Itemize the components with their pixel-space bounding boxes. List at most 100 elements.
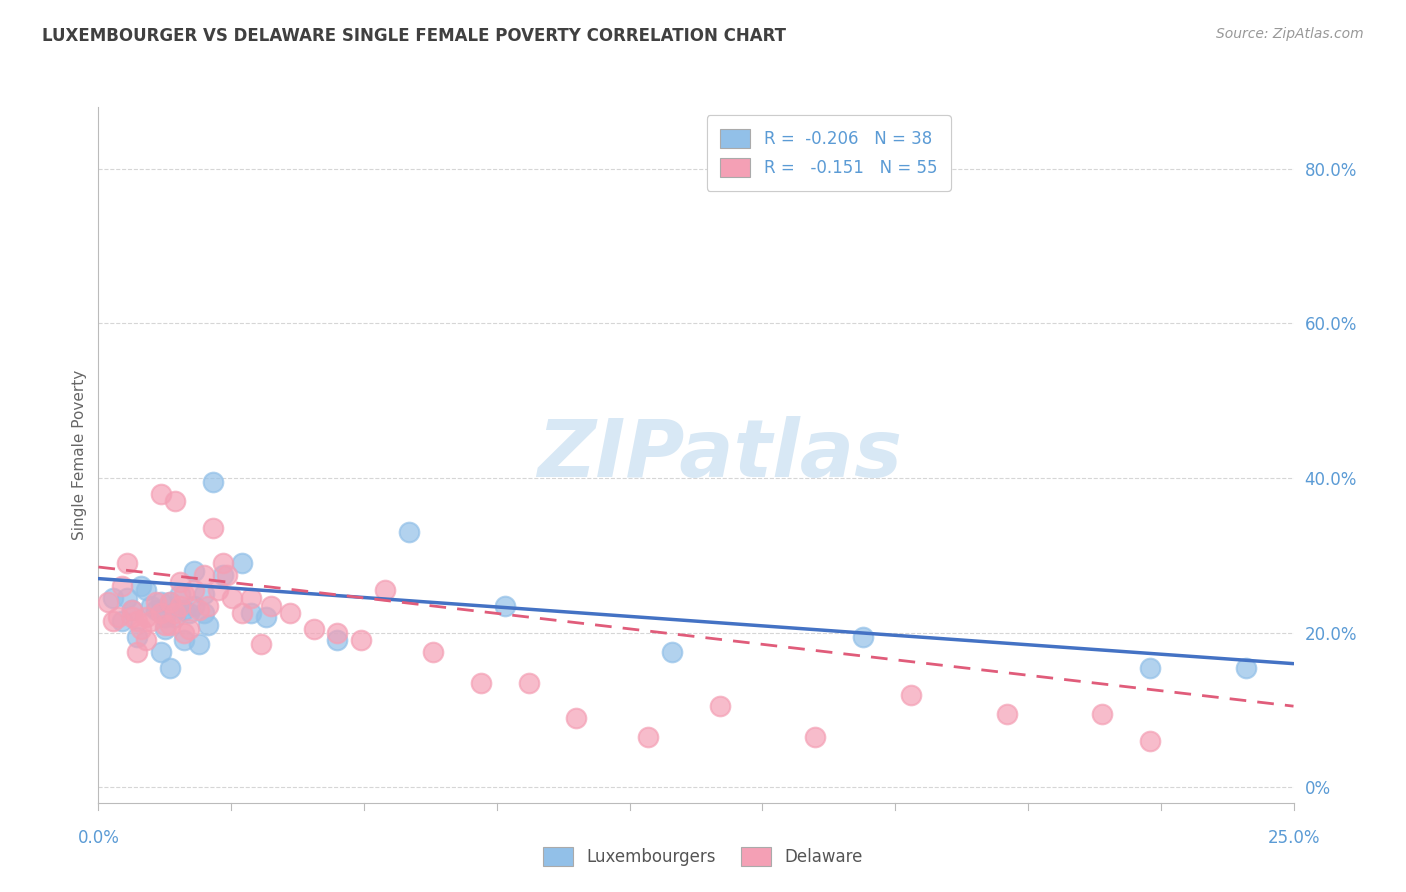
Point	[163, 607, 186, 621]
Point	[149, 645, 172, 659]
Point	[565, 711, 588, 725]
Point	[101, 614, 124, 628]
Point	[202, 521, 225, 535]
Point	[202, 475, 225, 489]
Point	[173, 602, 195, 616]
Point	[193, 587, 215, 601]
Point	[326, 625, 349, 640]
Point	[187, 637, 209, 651]
Point	[193, 567, 215, 582]
Point	[422, 645, 444, 659]
Point	[1139, 660, 1161, 674]
Point	[125, 614, 148, 628]
Point	[207, 583, 229, 598]
Point	[145, 602, 167, 616]
Point	[159, 660, 181, 674]
Point	[131, 622, 153, 636]
Point	[159, 595, 181, 609]
Point	[101, 591, 124, 605]
Point	[173, 633, 195, 648]
Point	[183, 583, 205, 598]
Text: 0.0%: 0.0%	[77, 829, 120, 847]
Point	[111, 614, 134, 628]
Point	[139, 614, 162, 628]
Point	[517, 676, 540, 690]
Point	[852, 630, 875, 644]
Point	[121, 610, 143, 624]
Point	[197, 599, 219, 613]
Point	[169, 575, 191, 590]
Point	[159, 595, 181, 609]
Point	[470, 676, 492, 690]
Point	[149, 607, 172, 621]
Point	[163, 610, 186, 624]
Point	[125, 645, 148, 659]
Point	[149, 486, 172, 500]
Point	[149, 595, 172, 609]
Point	[231, 556, 253, 570]
Point	[231, 607, 253, 621]
Point	[1091, 706, 1114, 721]
Point	[131, 579, 153, 593]
Point	[125, 630, 148, 644]
Point	[250, 637, 273, 651]
Text: 25.0%: 25.0%	[1267, 829, 1320, 847]
Point	[121, 602, 143, 616]
Point	[240, 607, 263, 621]
Point	[1139, 734, 1161, 748]
Point	[173, 587, 195, 601]
Point	[637, 730, 659, 744]
Point	[107, 610, 129, 624]
Point	[254, 610, 277, 624]
Point	[135, 583, 157, 598]
Point	[97, 595, 120, 609]
Point	[179, 607, 201, 621]
Point	[155, 610, 177, 624]
Point	[169, 599, 191, 613]
Point	[187, 602, 209, 616]
Point	[163, 494, 186, 508]
Text: ZIPatlas: ZIPatlas	[537, 416, 903, 494]
Point	[217, 567, 239, 582]
Point	[494, 599, 516, 613]
Point	[398, 525, 420, 540]
Legend: Luxembourgers, Delaware: Luxembourgers, Delaware	[534, 838, 872, 875]
Point	[302, 622, 325, 636]
Point	[155, 618, 177, 632]
Point	[173, 625, 195, 640]
Point	[1234, 660, 1257, 674]
Point	[145, 595, 167, 609]
Point	[211, 556, 233, 570]
Point	[709, 699, 731, 714]
Point	[211, 567, 233, 582]
Point	[193, 607, 215, 621]
Point	[139, 599, 162, 613]
Point	[350, 633, 373, 648]
Point	[169, 587, 191, 601]
Text: Source: ZipAtlas.com: Source: ZipAtlas.com	[1216, 27, 1364, 41]
Point	[179, 622, 201, 636]
Point	[221, 591, 243, 605]
Point	[115, 556, 138, 570]
Point	[661, 645, 683, 659]
Point	[183, 564, 205, 578]
Y-axis label: Single Female Poverty: Single Female Poverty	[72, 370, 87, 540]
Point	[804, 730, 827, 744]
Point	[111, 579, 134, 593]
Point	[155, 622, 177, 636]
Point	[374, 583, 396, 598]
Point	[135, 633, 157, 648]
Point	[135, 610, 157, 624]
Point	[183, 599, 205, 613]
Point	[278, 607, 301, 621]
Text: LUXEMBOURGER VS DELAWARE SINGLE FEMALE POVERTY CORRELATION CHART: LUXEMBOURGER VS DELAWARE SINGLE FEMALE P…	[42, 27, 786, 45]
Point	[159, 618, 181, 632]
Point	[259, 599, 281, 613]
Point	[121, 602, 143, 616]
Point	[326, 633, 349, 648]
Point	[240, 591, 263, 605]
Point	[995, 706, 1018, 721]
Point	[197, 618, 219, 632]
Legend: R =  -0.206   N = 38, R =   -0.151   N = 55: R = -0.206 N = 38, R = -0.151 N = 55	[707, 115, 950, 191]
Point	[115, 591, 138, 605]
